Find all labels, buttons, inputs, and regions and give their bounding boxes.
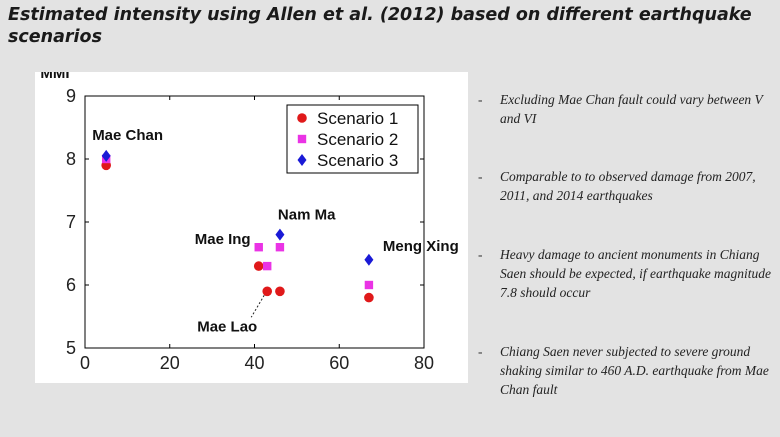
annotation-mae-lao: Mae Lao (197, 318, 257, 335)
annotation-nam-ma: Nam Ma (278, 207, 336, 224)
note-text: Chiang Saen never subjected to severe gr… (500, 344, 769, 397)
note-item: - Chiang Saen never subjected to severe … (478, 342, 774, 399)
scenario-1-point (253, 261, 264, 271)
scenario-3-point (275, 228, 285, 241)
scenario-3-point (101, 149, 111, 162)
scenario-1-point (275, 286, 285, 297)
note-bullet: - (478, 169, 483, 184)
legend-marker (297, 113, 307, 123)
note-item: - Excluding Mae Chan fault could vary be… (478, 90, 774, 128)
y-tick-label: 6 (66, 275, 76, 295)
annotation-meng-xing: Meng Xing (383, 238, 459, 255)
note-item: - Comparable to to observed damage from … (478, 167, 774, 205)
note-bullet: - (478, 247, 483, 262)
annotation-mae-chan: Mae Chan (92, 127, 163, 144)
x-tick-label: 0 (80, 353, 90, 373)
scenario-2-point (254, 243, 263, 252)
scenario-3-point (364, 253, 374, 266)
note-text: Excluding Mae Chan fault could vary betw… (500, 92, 763, 126)
y-tick-label: 9 (66, 86, 76, 106)
legend-marker (297, 154, 307, 166)
annotation-mae-ing: Mae Ing (195, 231, 251, 248)
legend-label: Scenario 2 (317, 130, 398, 149)
x-tick-label: 60 (329, 353, 349, 373)
scenario-2-point (275, 243, 285, 252)
x-tick-label: 80 (414, 353, 434, 373)
scenario-2-point (263, 261, 272, 271)
scenario-2-point (364, 280, 374, 290)
note-text: Heavy damage to ancient monuments in Chi… (500, 247, 772, 300)
note-item: - Heavy damage to ancient monuments in C… (478, 245, 774, 302)
y-tick-label: 7 (66, 212, 76, 232)
scenario-1-point (364, 292, 374, 303)
y-tick-label: 8 (66, 149, 76, 169)
mae-lao-leader-line (250, 295, 265, 318)
slide-title: Estimated intensity using Allen et al. (… (8, 5, 752, 47)
y-axis-label: MMI (40, 72, 69, 82)
legend-label: Scenario 3 (317, 151, 398, 170)
x-tick-label: 20 (160, 353, 180, 373)
x-tick-label: 40 (244, 353, 264, 373)
legend-label: Scenario 1 (317, 109, 398, 128)
legend-box (286, 104, 419, 174)
note-bullet: - (478, 344, 483, 359)
y-tick-label: 5 (66, 338, 76, 358)
note-bullet: - (478, 92, 483, 107)
legend-marker (297, 134, 307, 144)
note-text: Comparable to to observed damage from 20… (500, 169, 756, 203)
scenario-1-point (262, 286, 273, 297)
